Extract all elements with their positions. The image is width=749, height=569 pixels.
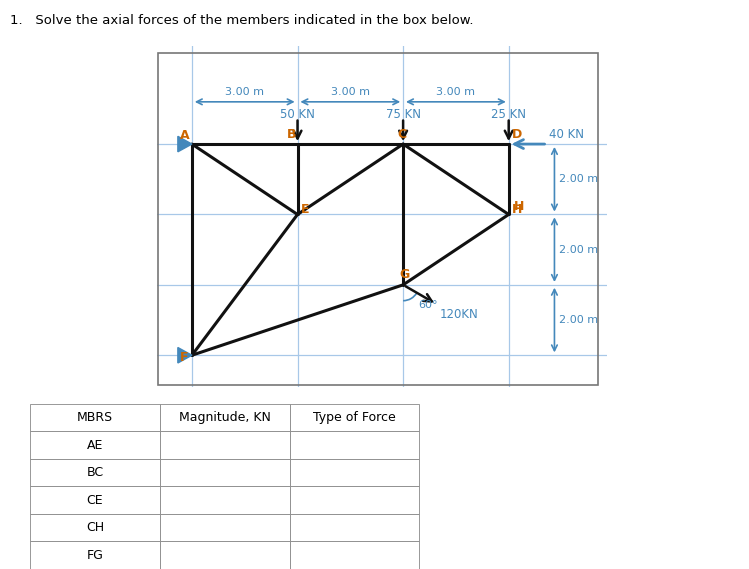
Text: G: G xyxy=(399,269,410,281)
Text: F: F xyxy=(180,351,188,364)
Text: 40 KN: 40 KN xyxy=(549,128,584,141)
Text: 3.00 m: 3.00 m xyxy=(437,86,476,97)
Text: 3.00 m: 3.00 m xyxy=(331,86,370,97)
Text: 75 KN: 75 KN xyxy=(386,108,421,121)
Text: 1.   Solve the axial forces of the members indicated in the box below.: 1. Solve the axial forces of the members… xyxy=(10,14,473,27)
Text: 25 KN: 25 KN xyxy=(491,108,527,121)
Polygon shape xyxy=(178,348,192,363)
Text: H: H xyxy=(514,200,524,213)
Text: 60°: 60° xyxy=(418,300,437,310)
Text: B: B xyxy=(287,128,297,141)
Polygon shape xyxy=(178,137,192,152)
Text: E: E xyxy=(301,203,309,216)
Text: 120KN: 120KN xyxy=(440,308,478,321)
Text: 3.00 m: 3.00 m xyxy=(225,86,264,97)
Text: C: C xyxy=(398,128,407,141)
Text: H: H xyxy=(512,203,523,216)
Text: 2.00 m: 2.00 m xyxy=(559,315,598,325)
Text: D: D xyxy=(512,128,522,141)
Text: 2.00 m: 2.00 m xyxy=(559,174,598,184)
Text: 2.00 m: 2.00 m xyxy=(559,245,598,255)
Text: A: A xyxy=(180,129,189,142)
Text: 50 KN: 50 KN xyxy=(280,108,315,121)
